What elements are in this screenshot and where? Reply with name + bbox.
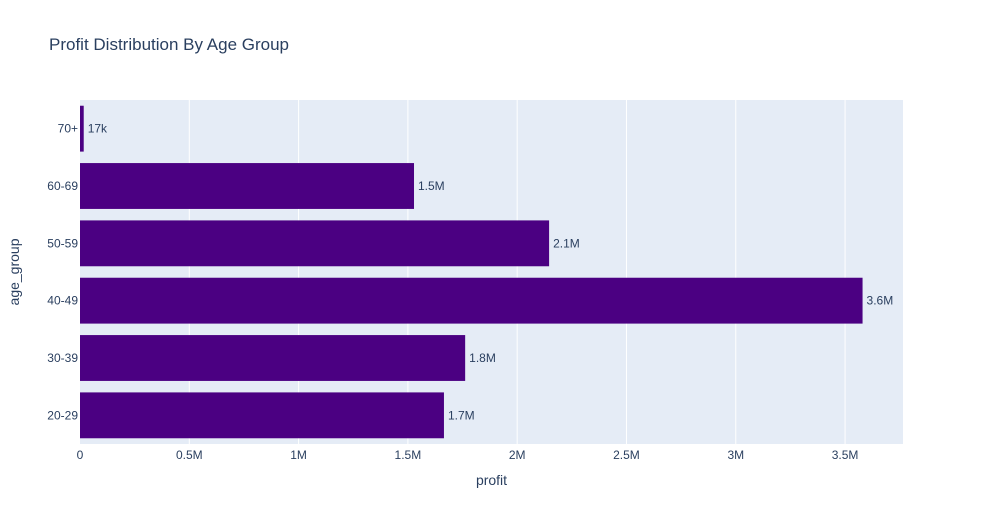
bar-30-39[interactable] [80,335,466,381]
y-tick-label: 40-49 [47,294,78,308]
x-tick-label: 0.5M [176,448,203,462]
y-tick-label: 30-39 [47,351,78,365]
x-axis-ticks: 0 0.5M 1M 1.5M 2M 2.5M 3M 3.5M [77,448,859,462]
x-tick-label: 2.5M [613,448,640,462]
bars [80,105,863,439]
y-tick-label: 60-69 [47,179,78,193]
data-labels: 1.7M 1.8M 3.6M 2.1M 1.5M 17k [88,122,894,423]
data-label-20-29: 1.7M [448,408,475,422]
gridlines [188,100,846,444]
y-tick-label: 20-29 [47,408,78,422]
bar-40-49[interactable] [80,277,863,324]
x-axis-title: profit [476,472,507,488]
plot-area [80,100,903,444]
x-tick-label: 3M [727,448,744,462]
data-label-30-39: 1.8M [469,351,496,365]
y-tick-label: 50-59 [47,236,78,250]
y-axis-title: age_group [6,238,22,305]
x-tick-label: 0 [77,448,84,462]
bar-60-69[interactable] [80,163,415,209]
y-tick-label: 70+ [58,122,78,136]
data-label-40-49: 3.6M [867,294,894,308]
x-tick-label: 3.5M [832,448,859,462]
y-axis-ticks: 20-29 30-39 40-49 50-59 60-69 70+ [47,122,78,423]
x-tick-label: 2M [509,448,526,462]
data-label-50-59: 2.1M [553,236,580,250]
data-label-60-69: 1.5M [418,179,445,193]
x-tick-label: 1.5M [395,448,422,462]
data-label-70+: 17k [88,122,108,136]
bar-50-59[interactable] [80,220,550,267]
bar-20-29[interactable] [80,392,444,439]
bar-70+[interactable] [80,105,84,152]
chart-title: Profit Distribution By Age Group [49,35,289,54]
x-tick-label: 1M [290,448,307,462]
